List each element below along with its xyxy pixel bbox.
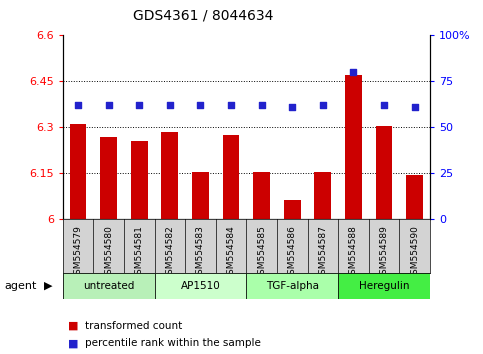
Text: GSM554585: GSM554585 xyxy=(257,225,266,280)
Point xyxy=(288,104,296,110)
Text: percentile rank within the sample: percentile rank within the sample xyxy=(85,338,260,348)
Text: GSM554583: GSM554583 xyxy=(196,225,205,280)
Point xyxy=(197,103,204,108)
Bar xyxy=(161,132,178,219)
Text: GSM554588: GSM554588 xyxy=(349,225,358,280)
Point xyxy=(105,103,113,108)
Text: GSM554589: GSM554589 xyxy=(380,225,388,280)
Text: GSM554584: GSM554584 xyxy=(227,225,236,280)
Text: GSM554582: GSM554582 xyxy=(165,225,174,280)
Bar xyxy=(406,175,423,219)
Point xyxy=(380,103,388,108)
Bar xyxy=(100,137,117,219)
Point xyxy=(166,103,174,108)
Text: GDS4361 / 8044634: GDS4361 / 8044634 xyxy=(133,9,273,23)
Point xyxy=(74,103,82,108)
Text: untreated: untreated xyxy=(83,281,134,291)
Bar xyxy=(376,126,392,219)
Text: GSM554580: GSM554580 xyxy=(104,225,113,280)
Text: TGF-alpha: TGF-alpha xyxy=(266,281,319,291)
Bar xyxy=(63,273,155,299)
Text: GSM554587: GSM554587 xyxy=(318,225,327,280)
Point xyxy=(411,104,418,110)
Text: agent: agent xyxy=(5,281,37,291)
Point xyxy=(227,103,235,108)
Text: AP1510: AP1510 xyxy=(181,281,220,291)
Point xyxy=(350,69,357,75)
Text: GSM554581: GSM554581 xyxy=(135,225,144,280)
Text: ▶: ▶ xyxy=(43,281,52,291)
Bar xyxy=(70,124,86,219)
Bar xyxy=(223,135,240,219)
Bar xyxy=(253,172,270,219)
Bar xyxy=(338,273,430,299)
Text: ■: ■ xyxy=(68,338,78,348)
Bar xyxy=(345,75,362,219)
Text: transformed count: transformed count xyxy=(85,321,182,331)
Bar xyxy=(155,273,246,299)
Bar xyxy=(192,172,209,219)
Text: GSM554590: GSM554590 xyxy=(410,225,419,280)
Bar xyxy=(246,273,338,299)
Text: Heregulin: Heregulin xyxy=(359,281,409,291)
Text: GSM554586: GSM554586 xyxy=(288,225,297,280)
Bar xyxy=(284,200,300,219)
Point xyxy=(135,103,143,108)
Bar xyxy=(314,172,331,219)
Text: GSM554579: GSM554579 xyxy=(73,225,83,280)
Text: ■: ■ xyxy=(68,321,78,331)
Point xyxy=(319,103,327,108)
Point xyxy=(258,103,266,108)
Bar xyxy=(131,141,148,219)
